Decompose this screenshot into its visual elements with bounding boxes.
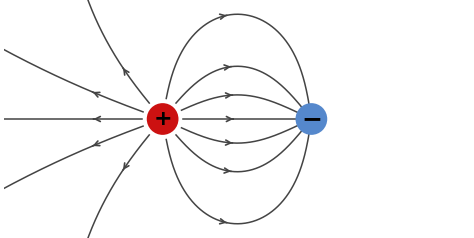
Text: +: +: [153, 109, 172, 129]
Circle shape: [295, 103, 327, 135]
Circle shape: [147, 103, 179, 135]
Text: −: −: [301, 107, 322, 131]
